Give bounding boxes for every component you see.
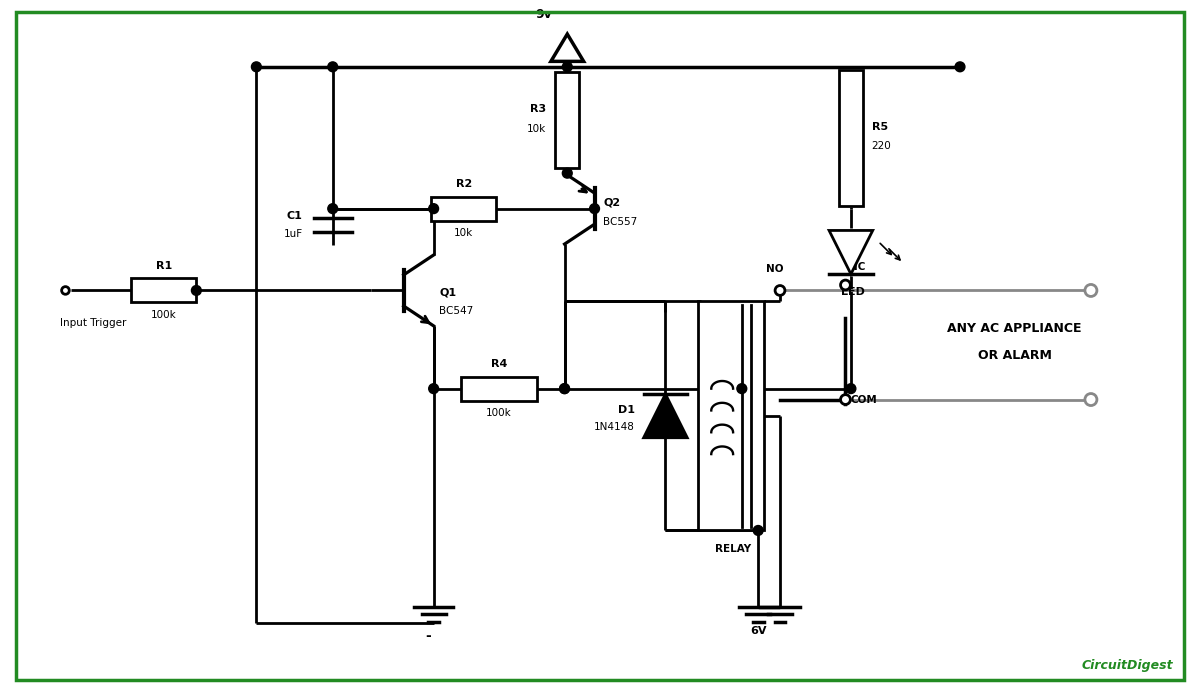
- Text: 10k: 10k: [527, 124, 546, 134]
- Text: BC557: BC557: [604, 217, 637, 227]
- Circle shape: [559, 384, 570, 393]
- Text: R2: R2: [456, 179, 472, 189]
- Circle shape: [428, 384, 438, 393]
- Text: CircuitDigest: CircuitDigest: [1081, 659, 1172, 672]
- Text: 1N4148: 1N4148: [594, 422, 635, 432]
- Text: Input Trigger: Input Trigger: [60, 317, 126, 328]
- Text: 10k: 10k: [454, 228, 473, 238]
- Text: 6V: 6V: [750, 627, 767, 636]
- Circle shape: [192, 286, 202, 295]
- Circle shape: [563, 62, 572, 72]
- Circle shape: [428, 204, 438, 213]
- Circle shape: [840, 280, 851, 290]
- Circle shape: [559, 384, 570, 393]
- Text: COM: COM: [851, 395, 877, 404]
- Text: 100k: 100k: [486, 408, 512, 418]
- Text: RELAY: RELAY: [715, 544, 751, 553]
- Circle shape: [1085, 393, 1097, 406]
- Circle shape: [775, 286, 785, 295]
- Text: R5: R5: [871, 122, 888, 132]
- Circle shape: [754, 526, 763, 535]
- Bar: [131, 279, 197, 302]
- Polygon shape: [551, 34, 583, 61]
- Circle shape: [846, 384, 856, 393]
- Text: 9v: 9v: [535, 8, 552, 21]
- Circle shape: [328, 62, 337, 72]
- Text: NC: NC: [848, 262, 865, 272]
- Circle shape: [328, 204, 337, 213]
- Text: Q1: Q1: [439, 288, 456, 298]
- Text: R3: R3: [530, 104, 546, 114]
- Circle shape: [252, 62, 262, 72]
- Text: Q2: Q2: [604, 197, 620, 208]
- Circle shape: [840, 395, 851, 404]
- Circle shape: [61, 286, 70, 294]
- Text: 100k: 100k: [151, 310, 176, 320]
- Text: 220: 220: [871, 141, 892, 151]
- Text: ANY AC APPLIANCE: ANY AC APPLIANCE: [947, 322, 1081, 335]
- Text: D1: D1: [618, 406, 635, 415]
- Bar: [698, 302, 763, 531]
- Text: R1: R1: [156, 261, 172, 270]
- Polygon shape: [829, 230, 872, 274]
- Text: -: -: [425, 629, 431, 642]
- Circle shape: [1085, 284, 1097, 297]
- Circle shape: [589, 204, 600, 213]
- Circle shape: [955, 62, 965, 72]
- Text: NO: NO: [766, 264, 784, 274]
- Text: LED: LED: [841, 287, 865, 297]
- Circle shape: [737, 384, 746, 393]
- Bar: [461, 377, 538, 401]
- Text: C1: C1: [287, 211, 302, 221]
- Text: R4: R4: [491, 359, 508, 369]
- Circle shape: [563, 168, 572, 178]
- Bar: [839, 70, 863, 206]
- Text: OR ALARM: OR ALARM: [978, 349, 1051, 362]
- Polygon shape: [643, 394, 688, 437]
- Text: 1uF: 1uF: [283, 228, 302, 239]
- Text: BC547: BC547: [439, 306, 473, 317]
- Bar: [431, 197, 497, 221]
- Bar: [556, 72, 580, 168]
